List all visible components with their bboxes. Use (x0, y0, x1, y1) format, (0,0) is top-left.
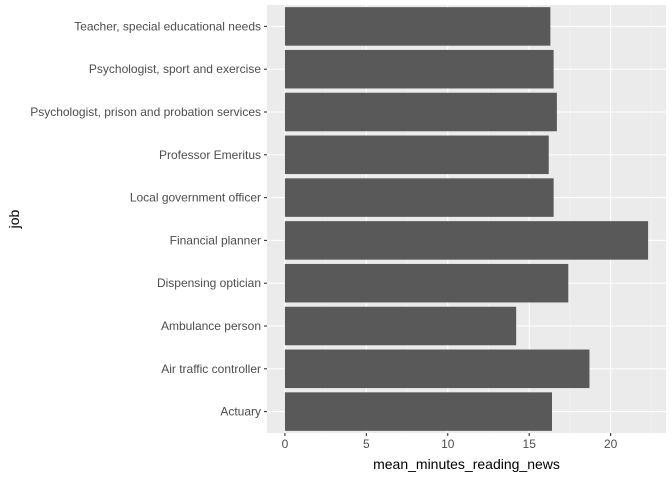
bar (284, 92, 557, 132)
bar (284, 349, 590, 389)
y-tick-label: Teacher, special educational needs (74, 19, 261, 33)
x-tick-label: 20 (604, 437, 618, 451)
y-tick-label: Psychologist, prison and probation servi… (30, 105, 261, 119)
y-tick-label: Financial planner (170, 233, 261, 247)
bar (284, 263, 569, 303)
y-tick-label: Local government officer (130, 191, 261, 205)
bars (284, 7, 649, 431)
y-tick-label: Actuary (220, 405, 261, 419)
bar (284, 7, 551, 46)
x-tick-label: 15 (523, 437, 537, 451)
x-axis-title: mean_minutes_reading_news (373, 456, 560, 472)
bar (284, 392, 552, 431)
x-axis: 0 5 10 15 20 (282, 433, 618, 451)
bar (284, 306, 517, 346)
y-tick-label: Dispensing optician (157, 276, 261, 290)
bar (284, 221, 649, 260)
x-tick-label: 10 (441, 437, 455, 451)
y-axis-title: job (6, 209, 22, 229)
y-tick-label: Ambulance person (161, 319, 261, 333)
y-tick-label: Professor Emeritus (159, 148, 261, 162)
x-tick-label: 5 (363, 437, 370, 451)
bar (284, 135, 549, 175)
y-tick-label: Psychologist, sport and exercise (89, 62, 261, 76)
bar (284, 49, 554, 89)
y-tick-label: Air traffic controller (161, 362, 261, 376)
x-tick-label: 0 (282, 437, 289, 451)
y-axis: Teacher, special educational needs Psycho… (30, 19, 267, 419)
bar (284, 178, 554, 217)
